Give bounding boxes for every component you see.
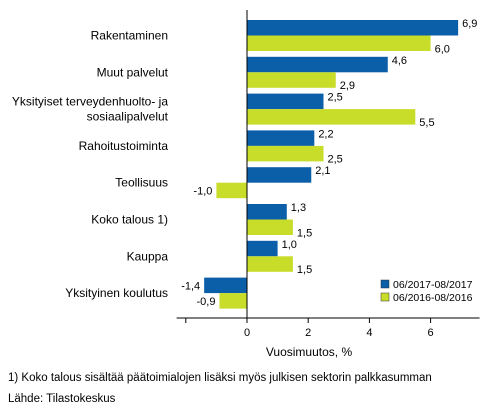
x-tick-label: 2	[305, 327, 311, 339]
x-tick-label: 6	[428, 327, 434, 339]
bar-series2	[247, 35, 431, 51]
category-label: Koko talous 1)	[91, 213, 168, 227]
data-label: 5,5	[419, 117, 434, 129]
legend-label: 06/2017-08/2017	[393, 279, 473, 291]
data-label: -1,0	[193, 185, 212, 197]
data-label: -1,4	[181, 280, 200, 292]
data-label: 6,9	[462, 18, 477, 30]
x-axis-title: Vuosimuutos, %	[266, 345, 353, 359]
bar-series1	[247, 93, 324, 110]
category-label: Rahoitustoiminta	[79, 139, 169, 153]
data-label: -0,9	[196, 296, 215, 308]
category-label: Yksityiset terveydenhuolto- ja sosiaalipa…	[12, 95, 169, 124]
bar-series1	[247, 240, 278, 257]
footnote: 1) Koko talous sisältää päätoimialojen l…	[8, 372, 432, 384]
category-label: Rakentaminen	[91, 29, 168, 43]
legend-swatch	[380, 279, 390, 289]
bar-series2	[247, 145, 324, 162]
bars	[204, 20, 459, 309]
bar-series1	[204, 277, 247, 294]
bar-series1	[247, 130, 315, 146]
data-label: 6,0	[435, 43, 450, 55]
bar-series2	[219, 293, 247, 309]
category-label: Kauppa	[127, 249, 169, 263]
data-label: 2,5	[328, 154, 343, 166]
data-label: 4,6	[392, 55, 407, 67]
bar-series2	[247, 256, 293, 272]
data-label: 2,1	[315, 165, 330, 177]
data-label: 1,5	[297, 227, 312, 239]
bar-series2	[247, 219, 293, 235]
x-axis: 0 2 4 6	[176, 10, 480, 339]
category-label: Teollisuus	[115, 176, 168, 190]
value-labels: 6,96,04,62,92,55,52,22,52,1-1,01,31,51,0…	[181, 18, 477, 308]
category-labels: Rakentaminen Muut palvelut Yksityiset terv…	[12, 29, 169, 301]
x-tick-label: 4	[366, 327, 372, 339]
data-label: 2,2	[318, 128, 333, 140]
data-label: 2,9	[340, 80, 355, 92]
legend-swatch	[380, 292, 390, 302]
x-tick-label: 0	[244, 327, 250, 339]
bar-series1	[247, 20, 459, 36]
data-label: 1,0	[282, 239, 297, 251]
category-label: Yksityinen koulutus	[65, 286, 168, 300]
legend-label: 06/2016-08/2016	[393, 292, 473, 304]
bar-series2	[247, 72, 336, 88]
bar-series2	[216, 182, 247, 199]
data-label: 2,5	[328, 92, 343, 104]
source-note: Lähde: Tilastokeskus	[8, 393, 116, 405]
category-label: Muut palvelut	[97, 65, 169, 79]
bar-series1	[247, 56, 388, 73]
bar-series1	[247, 167, 312, 183]
data-label: 1,5	[297, 264, 312, 276]
bar-series1	[247, 204, 287, 220]
data-label: 1,3	[291, 202, 306, 214]
bar-series2	[247, 109, 416, 125]
